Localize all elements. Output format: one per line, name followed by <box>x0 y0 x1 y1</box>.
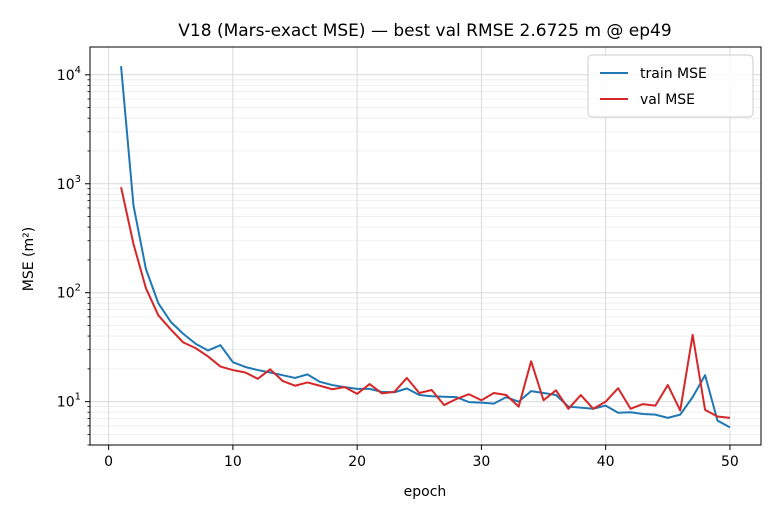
plot-frame <box>89 46 762 446</box>
y-tick-label: 102 <box>57 283 81 302</box>
ticks: 101 102 103 104 0 10 20 30 40 50 <box>57 65 739 470</box>
x-tick-label: 40 <box>597 454 615 470</box>
legend-label: val MSE <box>640 92 695 108</box>
series-group <box>120 66 731 429</box>
grid <box>90 47 761 446</box>
chart-title: V18 (Mars-exact MSE) — best val RMSE 2.6… <box>178 21 671 41</box>
x-tick-label: 30 <box>473 454 491 470</box>
x-tick-label: 0 <box>104 454 113 470</box>
y-tick-label: 103 <box>57 174 81 193</box>
y-tick-label: 104 <box>57 65 81 84</box>
legend-label: train MSE <box>640 66 707 82</box>
x-tick-label: 10 <box>224 454 242 470</box>
y-tick-label: 101 <box>57 392 81 411</box>
series-line-train <box>120 66 731 429</box>
legend: train MSE val MSE <box>587 54 754 118</box>
x-axis-label: epoch <box>404 484 447 500</box>
y-axis-label: MSE (m²) <box>21 227 37 291</box>
legend-box <box>587 54 754 118</box>
x-tick-label: 20 <box>348 454 366 470</box>
series-line-val <box>120 186 731 419</box>
x-tick-label: 50 <box>721 454 739 470</box>
